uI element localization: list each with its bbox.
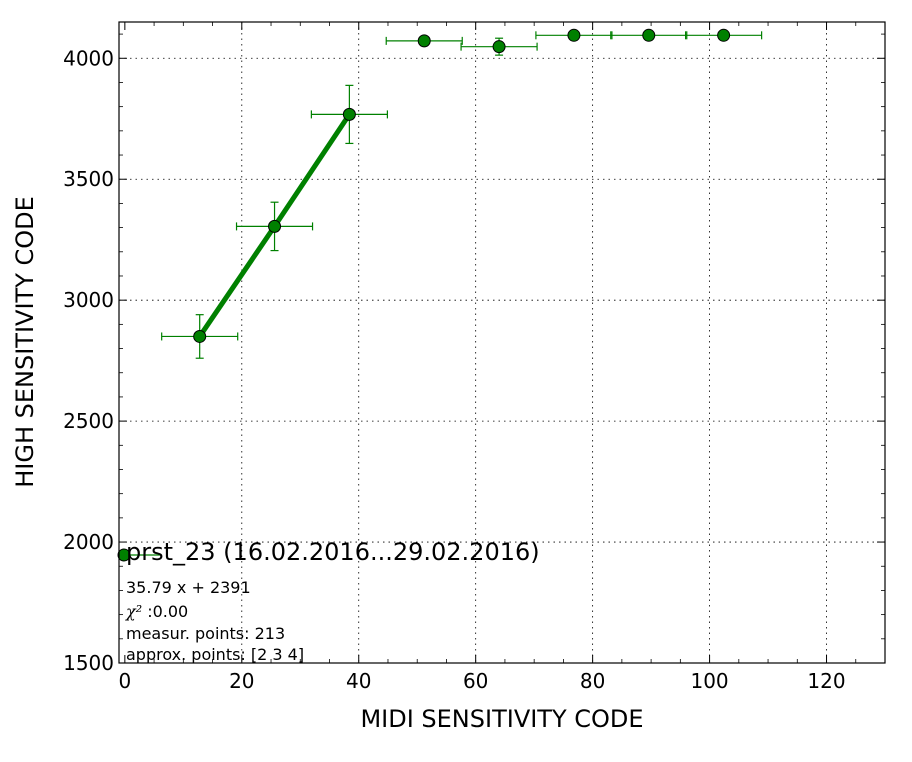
legend-marker	[117, 548, 131, 562]
legend-title: prst_23 (16.02.2016...29.02.2016)	[126, 538, 540, 566]
data-point	[268, 219, 282, 233]
data-point	[717, 28, 731, 42]
error-bars	[161, 31, 763, 359]
x-tick-label: 120	[807, 669, 845, 693]
approx-points: approx. points: [2 3 4]	[126, 645, 304, 664]
axes: 0 20 40 60 80 100 120 1500 2000 2500 3000 3500 4000	[63, 21, 886, 693]
x-tick-label: 80	[580, 669, 605, 693]
y-tick-label: 3000	[63, 288, 114, 312]
data-point	[342, 107, 356, 121]
chi-square-value: :0.00	[142, 602, 188, 621]
fit-equation: 35.79 x + 2391	[126, 578, 251, 597]
data-point	[492, 40, 506, 54]
data-point	[567, 28, 581, 42]
x-tick-label: 20	[229, 669, 254, 693]
x-tick-label: 40	[346, 669, 371, 693]
data-point	[642, 28, 656, 42]
y-tick-label: 2000	[63, 530, 114, 554]
y-tick-label: 2500	[63, 409, 114, 433]
x-tick-label: 60	[463, 669, 488, 693]
data-points	[193, 28, 731, 343]
x-tick-label: 100	[690, 669, 728, 693]
y-tick-label: 4000	[63, 46, 114, 70]
y-axis-label: HIGH SENSITIVITY CODE	[11, 196, 39, 488]
data-point	[417, 34, 431, 48]
x-axis-label: MIDI SENSITIVITY CODE	[360, 705, 643, 733]
y-tick-label: 1500	[63, 651, 114, 675]
grid	[119, 22, 885, 663]
data-point	[193, 329, 207, 343]
measur-points: measur. points: 213	[126, 624, 285, 643]
chi-square-symbol: χ²	[125, 602, 142, 621]
y-tick-label: 3500	[63, 167, 114, 191]
chi-square-line: χ² :0.00	[125, 602, 188, 621]
x-tick-label: 0	[118, 669, 131, 693]
plot-frame	[118, 21, 886, 664]
legend: prst_23 (16.02.2016...29.02.2016) 35.79 …	[117, 538, 540, 664]
